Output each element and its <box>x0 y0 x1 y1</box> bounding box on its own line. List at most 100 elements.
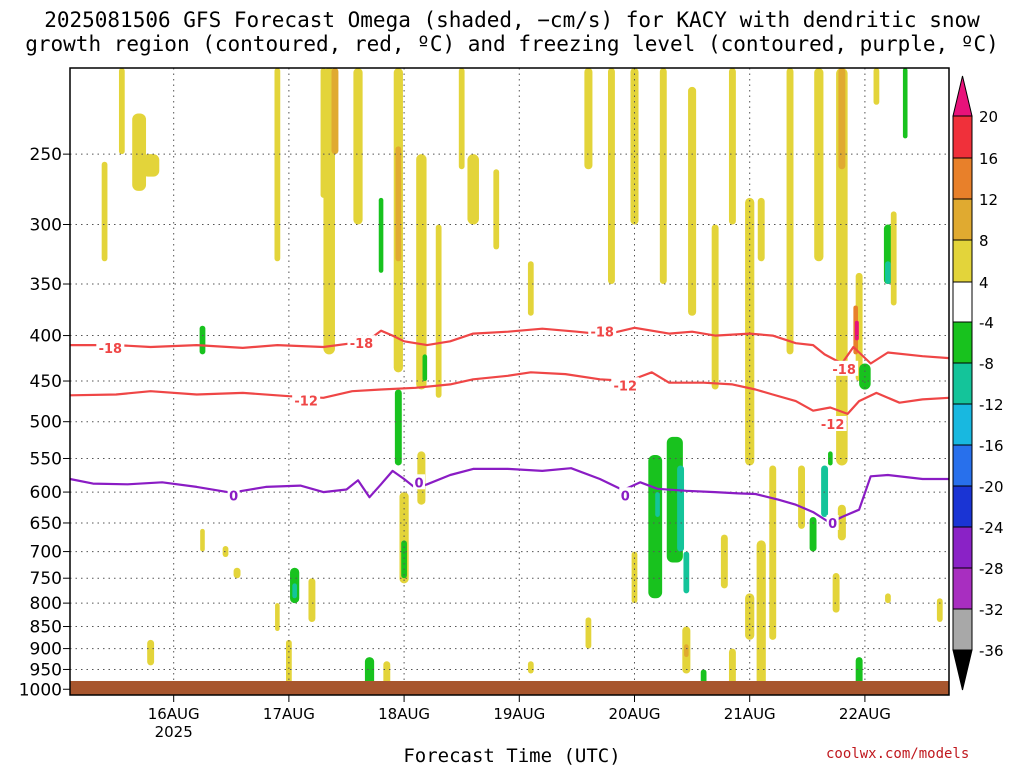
contour-label-9: 0 <box>621 489 630 504</box>
colorbar-label-10: -24 <box>979 519 1004 537</box>
omega-cell-74 <box>745 593 755 640</box>
colorbar-label-0: 20 <box>979 108 998 126</box>
omega-cell-67 <box>585 617 592 649</box>
omega-cell-41 <box>885 261 891 285</box>
contour-label-bg-5 <box>611 377 640 393</box>
y-tick-label-14: 950 <box>30 660 62 680</box>
omega-cell-65 <box>383 661 391 686</box>
omega-cell-24 <box>584 68 593 170</box>
contour-label-5: -12 <box>614 379 638 394</box>
omega-cell-27 <box>659 68 667 285</box>
omega-cell-57 <box>308 578 316 622</box>
y-tick-label-1: 300 <box>30 216 62 236</box>
omega-cell-54 <box>855 657 863 686</box>
omega-cell-33 <box>786 68 794 355</box>
colorbar-box-9 <box>952 485 973 528</box>
contour-line-dgz-1 <box>69 371 950 415</box>
omega-cell-23 <box>527 261 534 316</box>
colorbar-box-8 <box>952 444 973 487</box>
colorbar-box-1 <box>952 157 973 200</box>
omega-cell-64 <box>364 657 375 686</box>
omega-cell-0 <box>118 68 125 155</box>
y-tick-label-12: 850 <box>30 618 62 638</box>
omega-cell-66 <box>527 661 534 674</box>
omega-cell-46 <box>648 454 663 599</box>
omega-cell-72 <box>756 540 766 686</box>
omega-cell-78 <box>885 593 891 604</box>
contour-label-bg-8 <box>413 474 426 490</box>
y-tick-label-2: 350 <box>30 275 62 295</box>
omega-cell-81 <box>631 551 638 604</box>
colorbar: 20 16 12 8 4 -4 -8 -12 -16 -20 -24 -28 -32 -36 <box>952 75 1004 691</box>
colorbar-top-arrow <box>952 75 973 117</box>
y-tick-label-11: 800 <box>30 594 62 614</box>
contour-lines <box>69 326 950 525</box>
omega-cell-5 <box>274 68 281 262</box>
omega-cell-48 <box>677 465 685 552</box>
colorbar-label-7: -12 <box>979 396 1004 414</box>
colorbar-box-11 <box>952 567 973 610</box>
omega-cell-45 <box>890 211 897 306</box>
omega-cell-75 <box>798 465 805 529</box>
contour-label-7: 0 <box>229 489 238 504</box>
colorbar-label-13: -36 <box>979 642 1004 660</box>
x-tick-label-0: 16AUG <box>148 705 200 723</box>
colorbar-label-12: -32 <box>979 601 1004 619</box>
omega-cell-31 <box>745 197 755 466</box>
omega-cell-4 <box>199 325 206 355</box>
y-tick-label-7: 600 <box>30 483 62 503</box>
contour-label-10: 0 <box>828 517 837 532</box>
y-tick-label-6: 550 <box>30 449 62 469</box>
omega-cell-69 <box>684 644 689 658</box>
colorbar-box-0 <box>952 115 973 159</box>
site-credit[interactable]: coolwx.com/models <box>826 746 970 762</box>
omega-cell-60 <box>233 567 241 579</box>
colorbar-label-8: -16 <box>979 437 1004 455</box>
omega-shading <box>101 68 943 686</box>
colorbar-box-10 <box>952 526 973 569</box>
contour-label-8: 0 <box>415 476 424 491</box>
y-tick-label-10: 750 <box>30 569 62 589</box>
contour-label-bg-10 <box>826 514 839 530</box>
colorbar-label-4: 4 <box>979 274 989 292</box>
x-tick-label-6: 22AUG <box>839 705 891 723</box>
contour-label-bg-1 <box>347 335 376 351</box>
colorbar-box-2 <box>952 198 973 241</box>
omega-cell-9 <box>353 68 363 225</box>
contour-label-bg-7 <box>227 487 240 503</box>
colorbar-label-6: -8 <box>979 355 994 373</box>
x-tick-label-3: 19AUG <box>493 705 545 723</box>
omega-cell-21 <box>401 540 407 579</box>
omega-cell-3 <box>101 161 108 262</box>
y-axis: 2503003504004505005506006507007508008509… <box>19 145 70 700</box>
x-tick-label-5: 21AUG <box>724 705 776 723</box>
y-tick-label-4: 450 <box>30 372 62 392</box>
y-tick-label-0: 250 <box>30 145 62 165</box>
colorbar-label-9: -20 <box>979 478 1004 496</box>
omega-cell-29 <box>711 224 719 390</box>
omega-cell-34 <box>814 68 824 262</box>
omega-cell-19 <box>394 389 402 466</box>
omega-cell-56 <box>292 583 297 599</box>
y-tick-label-5: 500 <box>30 413 62 433</box>
omega-cell-16 <box>458 68 465 170</box>
colorbar-label-11: -28 <box>979 560 1004 578</box>
contour-label-0: -18 <box>99 342 123 357</box>
omega-cell-10 <box>378 197 384 273</box>
colorbar-box-7 <box>952 403 973 446</box>
y-tick-label-15: 1000 <box>19 680 62 700</box>
y-tick-label-9: 700 <box>30 543 62 563</box>
colorbar-label-3: 8 <box>979 232 989 250</box>
omega-cell-30 <box>728 68 736 225</box>
omega-cell-80 <box>720 534 728 589</box>
omega-cell-17 <box>467 154 479 225</box>
colorbar-box-12 <box>952 608 973 651</box>
contour-label-bg-4 <box>292 392 321 408</box>
omega-cell-51 <box>821 465 829 517</box>
omega-cell-18 <box>493 169 500 250</box>
contour-label-3: -18 <box>832 363 856 378</box>
omega-cell-63 <box>147 639 155 666</box>
y-tick-label-3: 400 <box>30 327 62 347</box>
omega-cell-62 <box>200 528 205 552</box>
